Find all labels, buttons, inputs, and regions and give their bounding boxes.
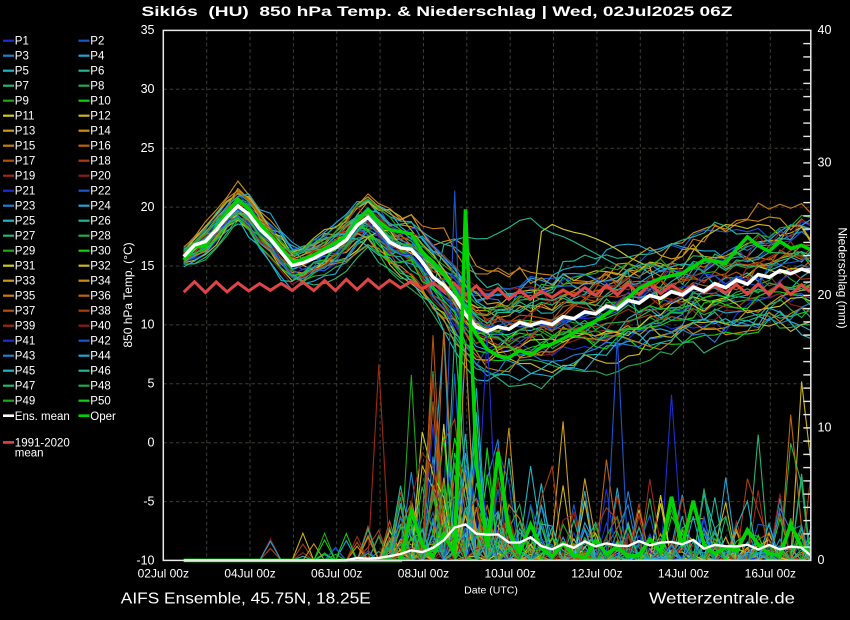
svg-text:Wetterzentrale.de: Wetterzentrale.de [649,591,795,608]
svg-text:Oper: Oper [90,411,116,423]
svg-text:10: 10 [141,318,155,332]
svg-text:Niederschlag (mm): Niederschlag (mm) [836,227,850,328]
svg-text:Ens. mean: Ens. mean [15,411,70,423]
svg-text:P49: P49 [15,395,35,407]
svg-text:P21: P21 [15,185,35,197]
svg-text:P4: P4 [90,50,105,62]
svg-text:P36: P36 [90,290,110,302]
svg-text:P41: P41 [15,335,35,347]
svg-text:10: 10 [818,421,832,435]
svg-text:P28: P28 [90,230,110,242]
svg-text:P23: P23 [15,200,35,212]
svg-text:P10: P10 [90,95,110,107]
svg-text:P6: P6 [90,65,104,77]
svg-text:P30: P30 [90,245,110,257]
svg-text:30: 30 [818,156,832,170]
svg-text:P1: P1 [15,35,29,47]
svg-text:P44: P44 [90,350,111,362]
svg-text:06Jul 00z: 06Jul 00z [311,567,362,581]
svg-text:P19: P19 [15,170,35,182]
svg-text:P12: P12 [90,110,110,122]
svg-text:P17: P17 [15,155,35,167]
svg-text:P27: P27 [15,230,35,242]
svg-text:14Jul 00z: 14Jul 00z [658,567,709,581]
svg-text:P34: P34 [90,275,111,287]
svg-text:16Jul 00z: 16Jul 00z [745,567,796,581]
svg-text:P40: P40 [90,320,110,332]
svg-text:35: 35 [141,23,155,37]
svg-text:P46: P46 [90,365,110,377]
svg-text:P15: P15 [15,140,35,152]
svg-text:P11: P11 [15,110,35,122]
svg-text:P42: P42 [90,335,110,347]
svg-text:1991-2020: 1991-2020 [15,438,70,450]
svg-text:P45: P45 [15,365,35,377]
svg-text:20: 20 [141,200,155,214]
svg-text:P14: P14 [90,125,111,137]
svg-text:P25: P25 [15,215,35,227]
svg-text:P7: P7 [15,80,29,92]
svg-text:P24: P24 [90,200,111,212]
svg-text:P50: P50 [90,395,110,407]
svg-text:P39: P39 [15,320,35,332]
svg-text:12Jul 00z: 12Jul 00z [571,567,622,581]
svg-text:P32: P32 [90,260,110,272]
svg-text:P31: P31 [15,260,35,272]
svg-text:25: 25 [141,141,155,155]
svg-text:P2: P2 [90,35,104,47]
svg-text:P37: P37 [15,305,35,317]
svg-text:P22: P22 [90,185,110,197]
svg-text:P43: P43 [15,350,35,362]
svg-text:P47: P47 [15,380,35,392]
svg-text:P13: P13 [15,125,35,137]
svg-text:P9: P9 [15,95,29,107]
svg-text:P20: P20 [90,170,110,182]
svg-text:-10: -10 [136,553,154,567]
svg-text:P26: P26 [90,215,110,227]
svg-text:5: 5 [148,377,155,391]
svg-text:Siklós (HU) 850 hPa Temp. &: Siklós (HU) 850 hPa Temp. & Niederschlag… [142,3,734,19]
svg-text:mean: mean [15,447,44,459]
svg-text:P5: P5 [15,65,29,77]
svg-text:30: 30 [141,82,155,96]
svg-text:0: 0 [818,553,825,567]
svg-text:08Jul 00z: 08Jul 00z [398,567,449,581]
svg-text:15: 15 [141,259,155,273]
svg-text:P29: P29 [15,245,35,257]
svg-text:P3: P3 [15,50,29,62]
svg-text:-5: -5 [143,494,154,508]
svg-text:P35: P35 [15,290,35,302]
svg-text:Date (UTC): Date (UTC) [464,585,518,597]
svg-text:02Jul 00z: 02Jul 00z [138,567,189,581]
svg-text:20: 20 [818,288,832,302]
svg-text:850 hPa Temp. (°C): 850 hPa Temp. (°C) [121,242,135,347]
svg-text:10Jul 00z: 10Jul 00z [484,567,535,581]
svg-text:AIFS Ensemble, 45.75N, 18.25E: AIFS Ensemble, 45.75N, 18.25E [121,591,371,608]
svg-text:P16: P16 [90,140,110,152]
svg-text:P38: P38 [90,305,110,317]
svg-text:P18: P18 [90,155,110,167]
svg-text:04Jul 00z: 04Jul 00z [224,567,275,581]
svg-text:40: 40 [818,23,832,37]
svg-text:P48: P48 [90,380,110,392]
svg-text:P33: P33 [15,275,35,287]
svg-text:P8: P8 [90,80,104,92]
svg-text:0: 0 [148,436,155,450]
